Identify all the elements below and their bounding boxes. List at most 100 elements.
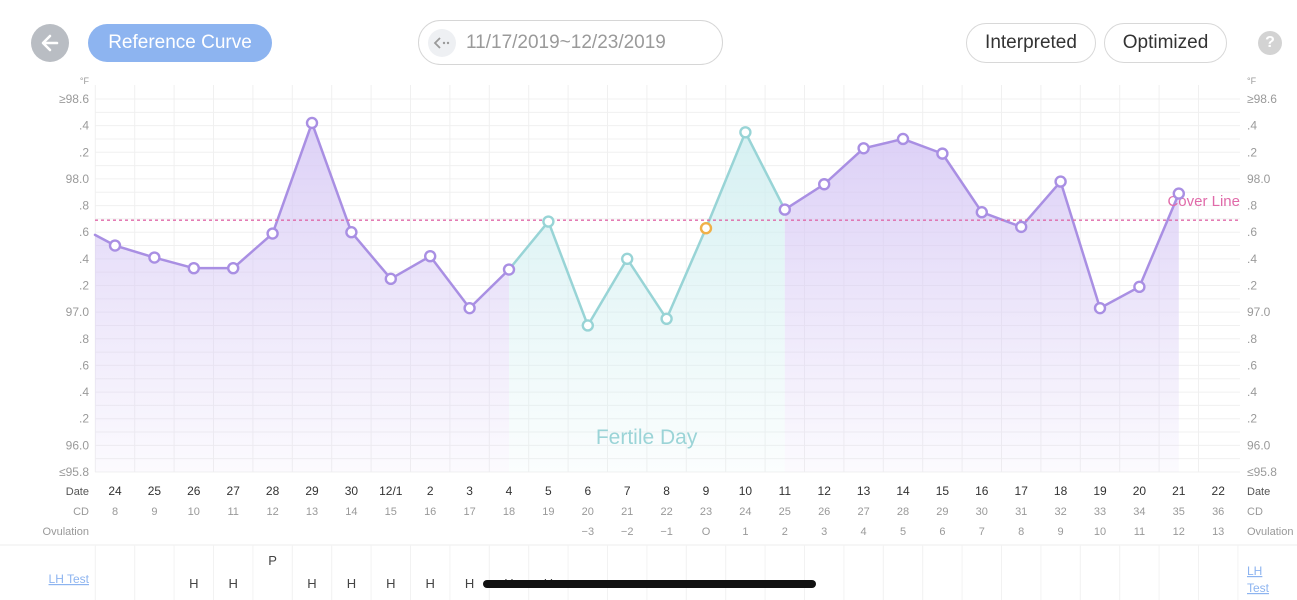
x-tick-label-ovulation: 12: [1173, 526, 1185, 538]
data-point: [1172, 187, 1186, 200]
back-button[interactable]: [31, 24, 69, 62]
data-point: [187, 261, 201, 275]
lh-test-link[interactable]: LH Test: [49, 572, 90, 586]
series-line-segment: [783, 183, 826, 211]
x-tick-label-cd: 8: [112, 506, 118, 518]
area-fill-fertile: [509, 132, 785, 472]
row-label-ovulation-right: Ovulation: [1247, 526, 1293, 538]
x-tick-label-cd: 12: [266, 506, 278, 518]
series-line-segment: [941, 152, 984, 214]
x-tick-label-cd: 25: [779, 506, 791, 518]
x-tick-label-date: 3: [466, 484, 473, 498]
x-tick-label-ovulation: −2: [621, 526, 634, 538]
x-tick-label-date: 15: [936, 484, 950, 498]
x-tick-label-ovulation: 13: [1212, 526, 1224, 538]
reference-curve-button[interactable]: Reference Curve: [88, 24, 272, 62]
row-label-ovulation: Ovulation: [43, 526, 89, 538]
question-icon[interactable]: ?: [1258, 31, 1282, 55]
y-tick-label-left: 96.0: [66, 438, 90, 452]
data-point: [463, 301, 476, 315]
x-tick-label-cd: 32: [1054, 506, 1066, 518]
data-point: [305, 116, 319, 130]
series-line-segment: [625, 257, 668, 321]
y-tick-label-left: ≤95.8: [59, 465, 89, 479]
data-point: [660, 312, 673, 326]
series-line-segment: [1059, 180, 1102, 310]
x-tick-label-cd: 28: [897, 506, 909, 518]
range-back-button[interactable]: [428, 28, 456, 57]
lh-result-mark: H: [307, 576, 316, 591]
lh-result-mark: H: [347, 576, 356, 591]
x-tick-label-cd: 30: [976, 506, 988, 518]
x-tick-label-ovulation: −3: [582, 526, 595, 538]
y-tick-label-right: .6: [1247, 358, 1257, 372]
y-tick-label-right: .2: [1247, 412, 1257, 426]
data-point: [502, 263, 516, 276]
x-tick-label-date: 29: [305, 484, 319, 498]
y-tick-label-left: .8: [79, 332, 89, 346]
data-point: [345, 226, 358, 239]
y-tick-label-right: .2: [1247, 145, 1257, 159]
lh-result-mark: H: [189, 576, 198, 591]
series-line-segment: [822, 147, 865, 186]
y-tick-label-left: .2: [79, 279, 89, 293]
x-tick-label-date: 24: [108, 484, 122, 498]
x-tick-label-date: 5: [545, 484, 552, 498]
y-tick-label-left: .2: [79, 412, 89, 426]
series-line-segment: [507, 220, 550, 271]
cover-line-label: Cover Line: [1167, 193, 1240, 210]
optimized-button[interactable]: Optimized: [1104, 23, 1227, 63]
series-line-segment: [350, 230, 393, 281]
y-tick-label-right: .8: [1247, 332, 1257, 346]
y-tick-label-left: .8: [79, 199, 89, 213]
y-tick-label-left: 98.0: [66, 172, 90, 186]
y-tick-label-right: .4: [1247, 385, 1257, 399]
data-point: [581, 319, 594, 332]
x-tick-label-cd: 20: [582, 506, 594, 518]
data-point: [1015, 220, 1028, 234]
x-tick-label-date: 16: [975, 484, 989, 498]
lh-result-mark: H: [426, 576, 435, 591]
x-tick-label-date: 12/1: [379, 484, 403, 498]
y-tick-label-right: .2: [1247, 279, 1257, 293]
x-tick-label-ovulation: 9: [1058, 526, 1064, 538]
x-tick-label-cd: 35: [1173, 506, 1185, 518]
x-tick-label-cd: 14: [345, 506, 357, 518]
series-line-segment: [231, 232, 274, 270]
x-tick-label-cd: 23: [700, 506, 712, 518]
y-tick-label-right: .8: [1247, 199, 1257, 213]
y-tick-label-left: .4: [79, 252, 89, 266]
series-line-segment: [586, 257, 629, 327]
series-line-segment: [428, 254, 471, 310]
x-tick-label-cd: 18: [503, 506, 515, 518]
lh-test-link-right-2[interactable]: Test: [1247, 581, 1270, 595]
series-line-segment: [389, 254, 432, 281]
date-range-selector[interactable]: 11/17/2019~12/23/2019: [418, 20, 723, 65]
series-line-segment: [1138, 192, 1181, 289]
data-point: [384, 272, 397, 286]
x-tick-label-cd: 24: [739, 506, 751, 518]
series-line-segment: [310, 121, 353, 234]
x-tick-label-ovulation: 3: [821, 526, 827, 538]
data-point: [699, 222, 713, 235]
x-tick-label-cd: 16: [424, 506, 436, 518]
area-fill-post-fertile: [784, 138, 1179, 472]
series-line-segment: [113, 244, 156, 259]
lh-result-mark: P: [268, 553, 277, 568]
series-line-segment: [901, 137, 944, 155]
x-tick-label-cd: 15: [385, 506, 397, 518]
x-tick-label-ovulation: 1: [742, 526, 748, 538]
lh-test-link-right[interactable]: LH: [1247, 564, 1262, 578]
series-line-segment: [547, 220, 590, 327]
interpreted-button[interactable]: Interpreted: [966, 23, 1096, 63]
x-tick-label-cd: 36: [1212, 506, 1224, 518]
x-tick-label-cd: 31: [1015, 506, 1027, 518]
arrow-left-icon: [41, 34, 59, 52]
series-line-segment: [744, 131, 787, 211]
x-tick-label-date: 22: [1212, 484, 1226, 498]
row-label-cd: CD: [73, 506, 89, 518]
x-tick-label-date: 28: [266, 484, 280, 498]
x-tick-label-date: 18: [1054, 484, 1068, 498]
horizontal-scrollbar[interactable]: [483, 580, 816, 588]
